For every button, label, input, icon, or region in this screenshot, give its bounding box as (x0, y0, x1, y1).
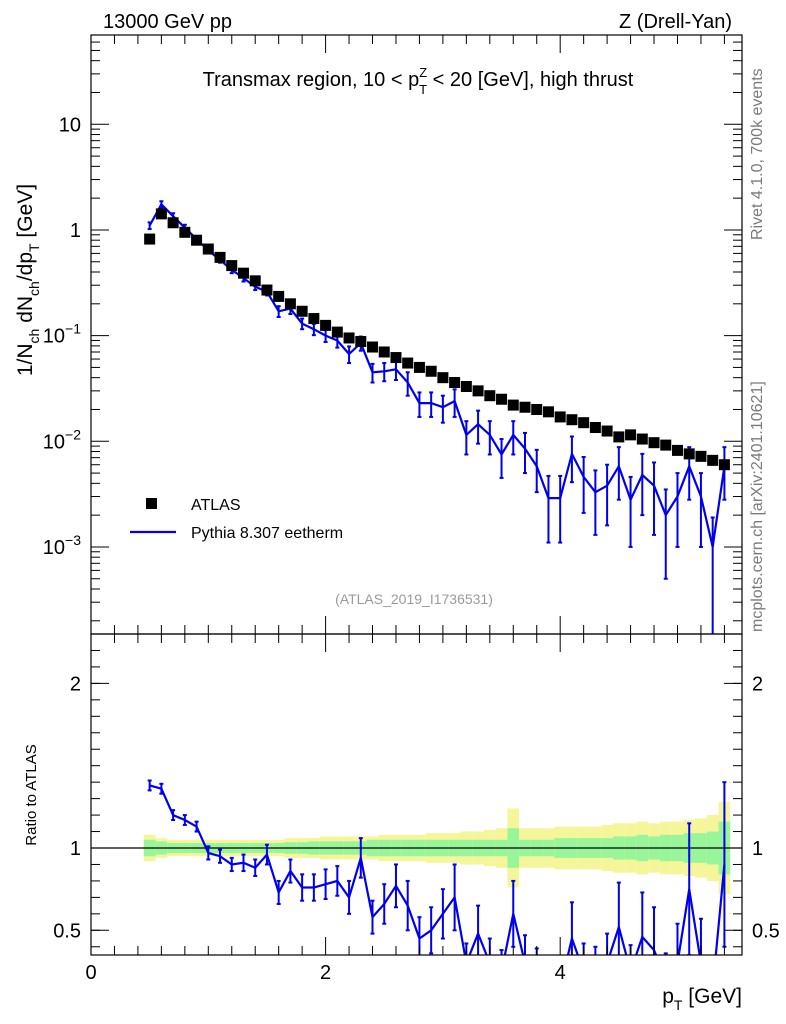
legend-mc-label: Pythia 8.307 eetherm (191, 525, 343, 542)
atlas-data-point (472, 385, 484, 397)
atlas-data-point (413, 361, 425, 373)
atlas-data-point (636, 433, 648, 445)
atlas-data-point (226, 260, 238, 272)
atlas-data-point (155, 208, 167, 220)
main-axis-ticks: 10 1 10−1 10−2 10−3 (43, 34, 742, 634)
atlas-data-point (167, 217, 179, 229)
ratio-ytick-label-right: 1 (752, 838, 763, 860)
atlas-data-point (425, 365, 437, 377)
ratio-frame (90, 633, 743, 956)
ratio-series-line (149, 784, 726, 955)
atlas-data-point (273, 290, 285, 302)
ratio-ytick-label: 1 (70, 838, 81, 860)
ratio-xtick-label: 4 (555, 962, 566, 984)
ratio-axis-ticks: 0.5 0.5 1 1 2 2 0 2 4 (53, 634, 780, 984)
ratio-panel: 0.5 0.5 1 1 2 2 0 2 4 Ratio to ATLAS pT [GeV] (23, 633, 780, 1013)
energy-label: 13000 GeV pp (103, 11, 232, 33)
main-ytick-label: 10 (59, 114, 81, 136)
atlas-data-point (554, 411, 566, 423)
atlas-data-point (343, 332, 355, 344)
atlas-data-point (660, 439, 672, 451)
atlas-data-point (496, 393, 508, 405)
process-label: Z (Drell-Yan) (619, 11, 732, 33)
ratio-series (147, 779, 727, 955)
atlas-data-point (484, 390, 496, 402)
main-ytick-label: 10−2 (43, 426, 81, 453)
main-ytick-label: 1 (70, 220, 81, 242)
atlas-data-point (179, 226, 191, 238)
ratio-xtick-label: 0 (85, 962, 96, 984)
atlas-data-point (718, 459, 730, 471)
mc-series-line (148, 202, 726, 548)
atlas-data-point (367, 341, 379, 353)
atlas-data-point (671, 444, 683, 456)
main-panel: 10 1 10−1 10−2 10−3 Transmax region, 10 < pZ… (14, 34, 743, 635)
ratio-ytick-label-right: 0.5 (752, 920, 780, 942)
atlas-data-point (144, 233, 156, 245)
atlas-data-point (202, 243, 214, 255)
atlas-data-point (589, 422, 601, 434)
ratio-ylabel: Ratio to ATLAS (23, 744, 40, 845)
main-frame (90, 34, 743, 635)
atlas-data-point (683, 448, 695, 460)
atlas-data-point (531, 403, 543, 415)
atlas-data-point (249, 275, 261, 287)
atlas-data-point (519, 401, 531, 413)
atlas-data-point (237, 267, 249, 279)
atlas-data-point (402, 357, 414, 369)
main-title: Transmax region, 10 < pZ T < 20 [GeV], hi… (203, 65, 634, 97)
atlas-data-point (331, 326, 343, 338)
atlas-data-point (542, 406, 554, 418)
ratio-series-clipped (147, 779, 727, 955)
atlas-data-point (308, 313, 320, 325)
xlabel: pT [GeV] (662, 985, 742, 1013)
atlas-data-point (261, 284, 273, 296)
atlas-data-point (390, 352, 402, 364)
legend-data-marker (146, 498, 157, 509)
atlas-data-point (449, 377, 461, 389)
ratio-ytick-label: 0.5 (53, 920, 81, 942)
atlas-data-point (460, 380, 472, 392)
atlas-data-point (578, 417, 590, 429)
main-ytick-label: 10−1 (43, 321, 81, 348)
atlas-data-point (378, 346, 390, 358)
atlas-data-point (437, 372, 449, 384)
ratio-xtick-label: 2 (320, 962, 331, 984)
version-label: Rivet 4.1.0, 700k events (749, 68, 766, 240)
ratio-ytick-label: 2 (70, 673, 81, 695)
atlas-data-point (613, 431, 625, 443)
atlas-data-point (695, 450, 707, 462)
ratio-ytick-label-right: 2 (752, 673, 763, 695)
atlas-data-point (296, 305, 308, 317)
legend-data-label: ATLAS (191, 497, 241, 514)
atlas-data-point (707, 454, 719, 466)
main-series (144, 200, 730, 634)
atlas-data-point (648, 437, 660, 449)
atlas-data-point (507, 399, 519, 411)
atlas-data-point (284, 298, 296, 310)
atlas-data-point (320, 319, 332, 331)
atlas-data-point (355, 335, 367, 347)
main-ylabel: 1/Nch dNch/dpT [GeV] (14, 184, 42, 376)
atlas-data-point (625, 429, 637, 441)
atlas-data-point (601, 425, 613, 437)
main-ytick-label: 10−3 (43, 532, 81, 559)
source-label: mcplots.cern.ch [arXiv:2401.10621] (749, 381, 766, 632)
atlas-data-point (191, 234, 203, 246)
watermark: (ATLAS_2019_I1736531) (335, 591, 493, 607)
atlas-data-point (566, 414, 578, 426)
atlas-data-point (214, 251, 226, 263)
